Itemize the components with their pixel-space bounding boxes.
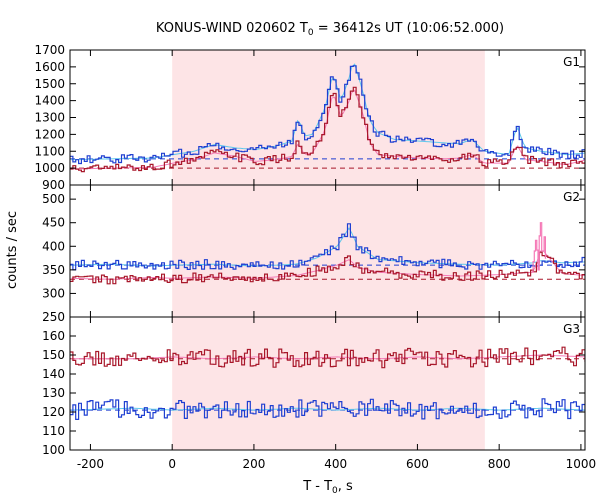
chart-title: KONUS-WIND 020602 T0 = 36412s UT (10:06:… (156, 21, 504, 38)
y-tick-label: 350 (42, 263, 65, 277)
y-tick-label: 150 (42, 348, 65, 362)
y-tick-label: 1700 (34, 43, 65, 57)
y-tick-label: 400 (42, 239, 65, 253)
y-tick-label: 1000 (34, 161, 65, 175)
x-tick-label: 800 (488, 457, 511, 471)
y-tick-label: 250 (42, 310, 65, 324)
x-tick-label: 0 (168, 457, 176, 471)
y-tick-label: 300 (42, 286, 65, 300)
interval-shading (172, 50, 485, 450)
smoothed-curve-red (71, 354, 585, 360)
series-red-G3 (70, 346, 585, 369)
y-tick-label: 140 (42, 367, 65, 381)
smoothed-curve-blue (71, 407, 585, 411)
smoothed-curve-red (71, 250, 585, 280)
y-tick-label: 1200 (34, 127, 65, 141)
series-pink-G2 (531, 222, 547, 273)
xlabel-rest: , s (338, 479, 353, 494)
panel-plot-area (70, 63, 585, 173)
series-blue-G1 (70, 65, 585, 165)
x-tick-label: -200 (77, 457, 104, 471)
smoothed-curve-red (71, 89, 585, 170)
xlabel-subscript: 0 (332, 486, 338, 496)
y-tick-label: 1300 (34, 111, 65, 125)
panel-plot-area (70, 222, 585, 285)
y-tick-label: 120 (42, 405, 65, 419)
y-axis-label: counts / sec (5, 211, 20, 289)
title-main: KONUS-WIND 020602 T (156, 21, 308, 36)
panel-frame (69, 316, 586, 451)
y-tick-label: 110 (42, 424, 65, 438)
panel-label: G2 (563, 190, 580, 204)
y-tick-label: 500 (42, 192, 65, 206)
x-tick-label: 200 (242, 457, 265, 471)
x-axis-label: T - T0, s (302, 479, 353, 496)
x-tick-label: 1000 (566, 457, 597, 471)
series-red-G2 (70, 251, 585, 285)
title-subscript: 0 (308, 28, 314, 38)
y-tick-label: 1400 (34, 94, 65, 108)
series-blue-G3 (70, 398, 585, 420)
panel-label: G3 (563, 322, 580, 336)
y-tick-label: 1600 (34, 60, 65, 74)
y-tick-label: 1100 (34, 144, 65, 158)
series-blue-G2 (70, 223, 585, 271)
panel-label: G1 (563, 55, 580, 69)
y-tick-label: 900 (42, 178, 65, 192)
xlabel-main: T - T (302, 479, 332, 494)
series-red-G1 (70, 86, 585, 173)
y-tick-label: 1500 (34, 77, 65, 91)
panel-plot-area (70, 346, 585, 420)
y-tick-label: 450 (42, 216, 65, 230)
x-tick-label: 600 (406, 457, 429, 471)
x-tick-label: 400 (324, 457, 347, 471)
y-tick-label: 100 (42, 443, 65, 457)
y-tick-label: 130 (42, 386, 65, 400)
y-tick-label: 160 (42, 329, 65, 343)
title-rest: = 36412s UT (10:06:52.000) (314, 21, 504, 36)
